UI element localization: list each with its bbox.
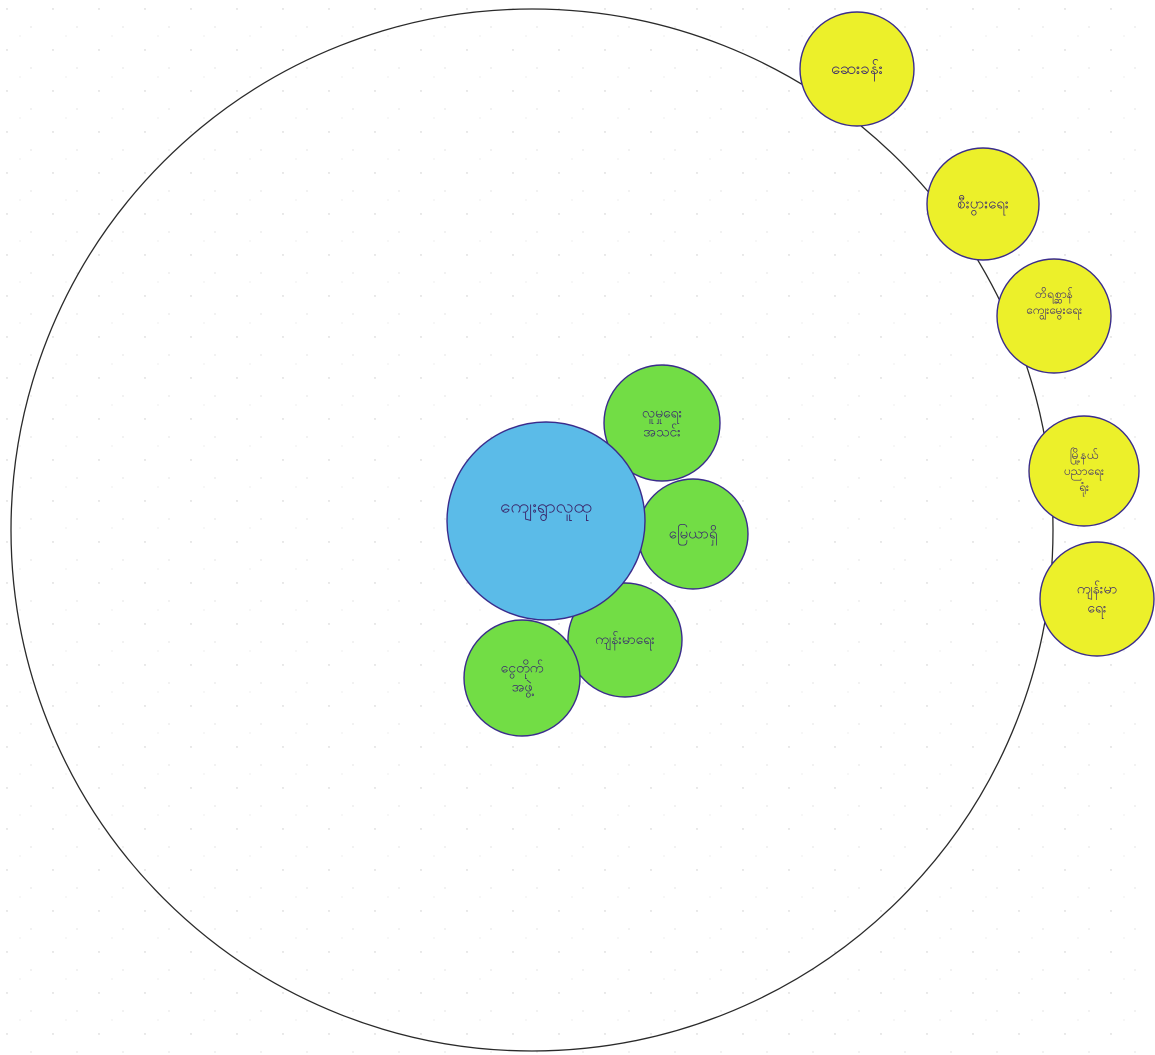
bubbles-layer: ဆေးခန်း စီးပွားရေး တိရစ္ဆာန်ကျွေးမွေးရေး… — [446, 11, 1155, 737]
inner-bubble-label-1: လူမှုရေးအသင်း — [642, 406, 683, 441]
outer-bubble: တိရစ္ဆာန်ကျွေးမွေးရေး — [996, 258, 1112, 374]
inner-bubble: လူမှုရေးအသင်း — [603, 364, 721, 482]
center-bubble: ကျေးရွာလူထု — [446, 421, 646, 621]
inner-bubble-circle-4 — [463, 619, 581, 737]
outer-bubble-label-1: ဆေးခန်း — [831, 59, 883, 82]
inner-bubble: ငွေတိုက်အဖွဲ့ — [463, 619, 581, 737]
outer-bubble: မြို့နယ်ပညာရေးရုံး — [1028, 415, 1140, 527]
inner-bubble-label-4: ငွေတိုက်အဖွဲ့ — [501, 661, 544, 698]
outer-bubble-circle-5 — [1039, 541, 1155, 657]
inner-bubble-circle-1 — [603, 364, 721, 482]
outer-bubble-circle-3 — [996, 258, 1112, 374]
outer-bubble-circle-1 — [799, 11, 915, 127]
outer-bubble-label-4: မြို့နယ်ပညာရေးရုံး — [1064, 445, 1104, 496]
inner-bubble: ကျန်းမာရေး — [567, 582, 683, 698]
outer-bubble-label-3a: တိရစ္ဆာန်ကျွေးမွေးရေး — [1026, 285, 1082, 320]
inner-bubble: မြေယာရှိ — [637, 478, 749, 590]
center-bubble-circle — [446, 421, 646, 621]
outer-bubble-label-5: ကျန်းမာရေး — [1077, 582, 1117, 619]
community-boundary-circle — [10, 8, 1054, 1052]
outer-bubble-label-2: စီးပွားရေး — [957, 195, 1009, 216]
center-bubble-label: ကျေးရွာလူထု — [500, 496, 592, 522]
outer-bubble-circle-2 — [926, 147, 1040, 261]
outer-bubble: ကျန်းမာရေး — [1039, 541, 1155, 657]
inner-bubble-label-2: မြေယာရှိ — [669, 524, 718, 546]
outer-bubble-circle-4 — [1028, 415, 1140, 527]
outer-bubble: စီးပွားရေး — [926, 147, 1040, 261]
outer-bubble: ဆေးခန်း — [799, 11, 915, 127]
inner-bubble-label-3: ကျန်းမာရေး — [595, 632, 655, 650]
inner-bubble-circle-3 — [567, 582, 683, 698]
